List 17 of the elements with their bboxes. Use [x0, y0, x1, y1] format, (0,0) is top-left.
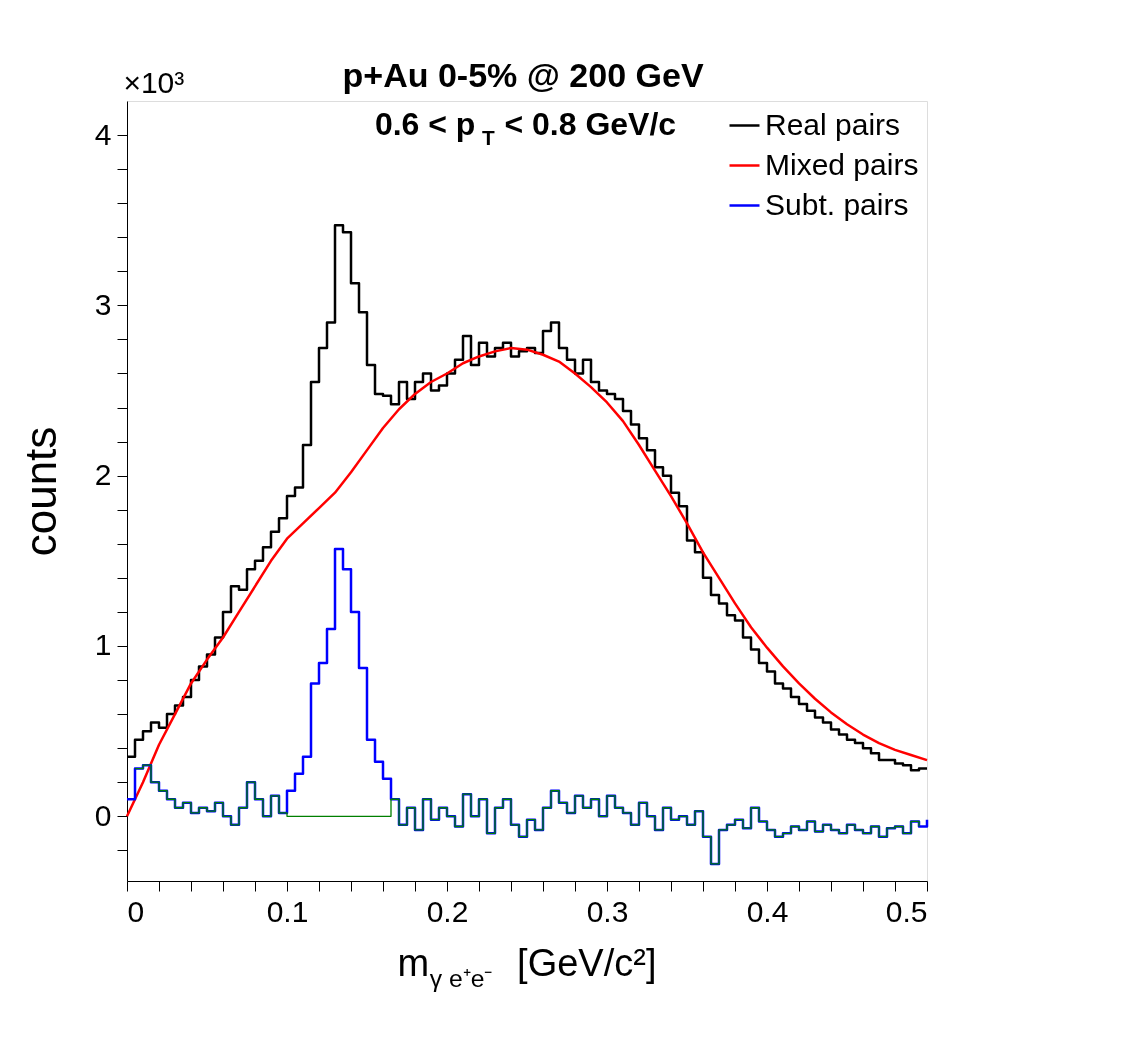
y-tick-label: 2 [94, 458, 112, 492]
x-tick-label: 0.3 [586, 894, 629, 928]
y-tick-label: 1 [94, 628, 112, 662]
legend-label: Subt. pairs [765, 187, 909, 221]
x-tick-label: 0.5 [885, 894, 928, 928]
legend-label: Mixed pairs [765, 147, 919, 181]
legend-label: Real pairs [765, 107, 901, 141]
y-tick-label: 3 [94, 287, 112, 321]
x-tick-label: 0 [127, 894, 145, 928]
x-tick-label: 0.4 [746, 894, 789, 928]
y-tick-label: 0 [94, 798, 112, 832]
x-tick-label: 0.2 [426, 894, 469, 928]
y-axis-title: counts [15, 426, 65, 557]
y-tick-label: 4 [94, 117, 112, 151]
x-tick-label: 0.1 [266, 894, 309, 928]
chart-title: p+Au 0-5% @ 200 GeV [342, 56, 704, 94]
text: ×10³ [123, 66, 185, 99]
